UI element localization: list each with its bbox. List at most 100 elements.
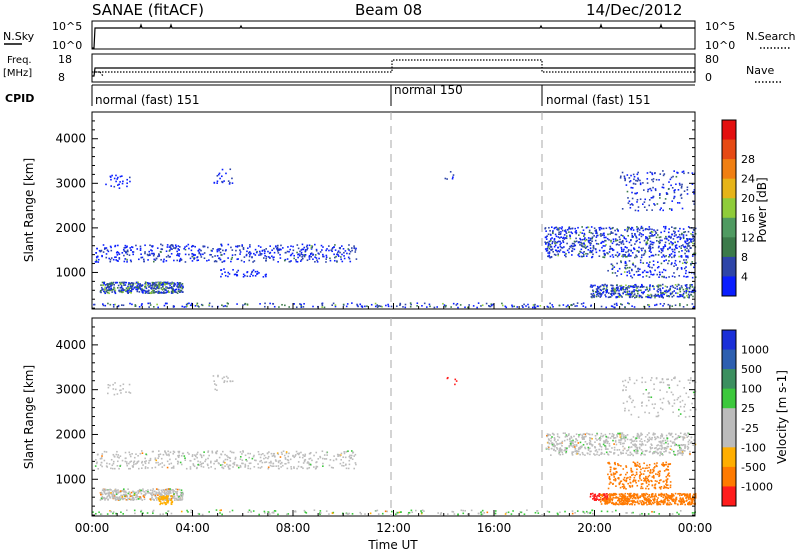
data-cell: [141, 450, 143, 452]
data-cell: [672, 294, 675, 297]
data-cell: [556, 443, 558, 446]
data-cell: [236, 464, 238, 466]
data-cell: [263, 305, 266, 308]
data-cell: [321, 450, 324, 453]
data-cell: [668, 472, 670, 475]
data-cell: [113, 185, 116, 188]
data-cell: [694, 408, 697, 411]
data-cell: [165, 287, 168, 289]
data-cell: [626, 271, 629, 273]
data-cell: [614, 229, 616, 232]
data-cell: [672, 450, 675, 453]
data-cell: [691, 290, 694, 293]
data-cell: [176, 490, 179, 493]
data-cell: [170, 252, 173, 255]
data-cell: [128, 493, 131, 496]
data-cell: [604, 239, 606, 242]
data-cell: [139, 496, 141, 498]
data-cell: [117, 489, 119, 491]
data-cell: [583, 437, 585, 439]
data-cell: [562, 251, 564, 253]
data-cell: [242, 451, 245, 453]
data-cell: [655, 415, 658, 418]
data-cell: [646, 467, 648, 469]
data-cell: [457, 513, 459, 516]
data-cell: [131, 284, 134, 287]
data-cell: [650, 438, 653, 441]
data-cell: [684, 416, 687, 418]
data-cell: [602, 288, 604, 291]
data-cell: [272, 303, 275, 305]
data-cell: [136, 248, 139, 250]
data-cell: [315, 248, 318, 251]
data-cell: [574, 448, 577, 450]
data-cell: [608, 450, 611, 453]
data-cell: [244, 454, 247, 457]
data-cell: [652, 264, 655, 266]
data-cell: [643, 439, 646, 442]
data-cell: [162, 498, 165, 501]
data-cell: [341, 260, 344, 263]
data-cell: [639, 198, 642, 201]
data-cell: [273, 455, 276, 457]
data-cell: [567, 305, 570, 308]
data-cell: [117, 284, 120, 287]
data-cell: [562, 236, 565, 239]
data-cell: [109, 497, 111, 499]
data-cell: [100, 497, 103, 500]
data-cell: [667, 235, 670, 238]
data-cell: [181, 496, 184, 498]
data-cell: [561, 451, 564, 454]
data-cell: [191, 255, 194, 258]
data-cell: [225, 249, 227, 251]
data-cell: [587, 239, 590, 242]
data-cell: [639, 474, 642, 477]
data-cell: [678, 250, 680, 253]
data-cell: [630, 255, 632, 257]
data-cell: [610, 305, 613, 307]
data-cell: [611, 248, 614, 250]
data-cell: [682, 306, 685, 308]
data-cell: [679, 401, 682, 403]
data-cell: [641, 440, 643, 443]
data-cell: [196, 466, 198, 469]
data-cell: [101, 495, 104, 498]
data-cell: [234, 253, 237, 256]
data-cell: [334, 244, 336, 246]
data-cell: [656, 240, 658, 242]
data-cell: [149, 254, 151, 257]
data-cell: [157, 290, 159, 293]
data-cell: [614, 439, 617, 442]
data-cell: [624, 262, 627, 264]
data-cell: [226, 380, 228, 383]
data-cell: [233, 463, 236, 466]
data-cell: [180, 491, 183, 494]
data-cell: [574, 244, 577, 247]
data-cell: [147, 492, 149, 494]
data-cell: [268, 461, 271, 464]
data-cell: [274, 459, 277, 461]
data-cell: [129, 455, 132, 458]
data-cell: [180, 455, 183, 457]
data-cell: [651, 484, 654, 487]
data-cell: [637, 178, 640, 181]
data-cell: [177, 496, 180, 499]
data-cell: [632, 440, 634, 443]
data-cell: [669, 304, 671, 307]
data-cell: [576, 302, 579, 304]
data-cell: [241, 462, 243, 465]
data-cell: [632, 436, 635, 438]
data-cell: [641, 254, 643, 256]
data-cell: [679, 303, 681, 305]
data-cell: [614, 473, 616, 475]
data-cell: [169, 489, 172, 492]
data-cell: [234, 273, 237, 276]
data-cell: [656, 285, 659, 287]
data-cell: [633, 273, 636, 276]
data-cell: [584, 454, 586, 456]
data-cell: [684, 246, 686, 249]
data-cell: [216, 460, 218, 462]
data-cell: [673, 438, 676, 441]
data-cell: [177, 450, 180, 453]
data-cell: [630, 239, 632, 241]
